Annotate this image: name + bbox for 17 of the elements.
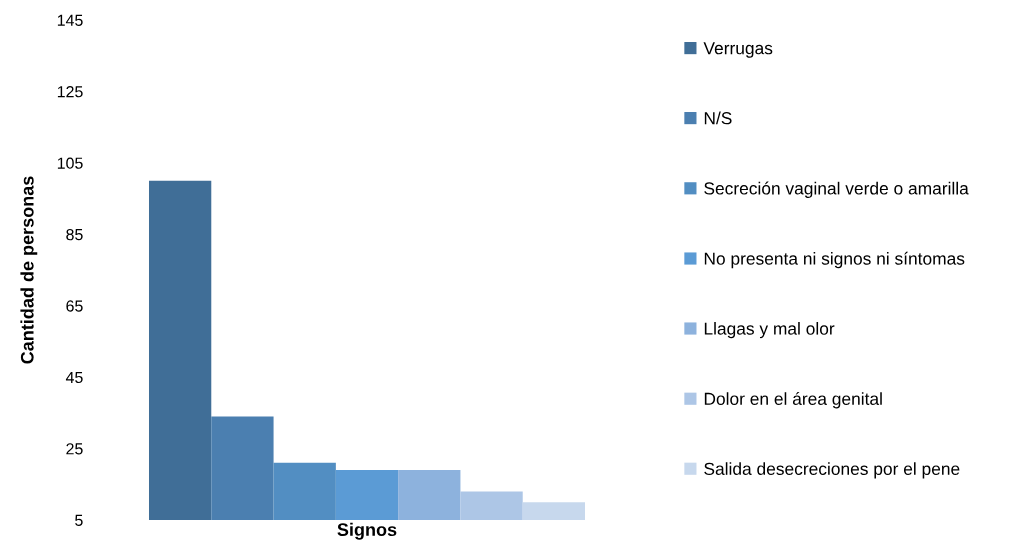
legend-label: No presenta ni signos ni síntomas [704, 251, 965, 269]
legend-label: Dolor en el área genital [704, 392, 882, 409]
y-tick-label: 45 [65, 371, 83, 384]
x-axis-title: Signos [337, 522, 397, 540]
y-tick-label: 125 [57, 86, 83, 98]
y-tick-label: 25 [66, 443, 83, 455]
y-axis-title: Cantidad de personas [20, 176, 38, 364]
legend-label: N/S [704, 111, 732, 125]
legend-label: Secreción vaginal verde o amarilla [704, 181, 969, 198]
legend-label: Llagas y mal olor [704, 322, 835, 339]
legend-label: Verrugas [703, 42, 773, 58]
y-tick-label: 105 [57, 157, 83, 169]
y-tick-label: 5 [75, 514, 83, 526]
y-tick-label: 65 [66, 300, 83, 312]
y-tick-label: 85 [66, 228, 83, 241]
legend-label: Salida desecreciones por el pene [704, 462, 960, 479]
y-tick-label: 145 [57, 14, 83, 26]
